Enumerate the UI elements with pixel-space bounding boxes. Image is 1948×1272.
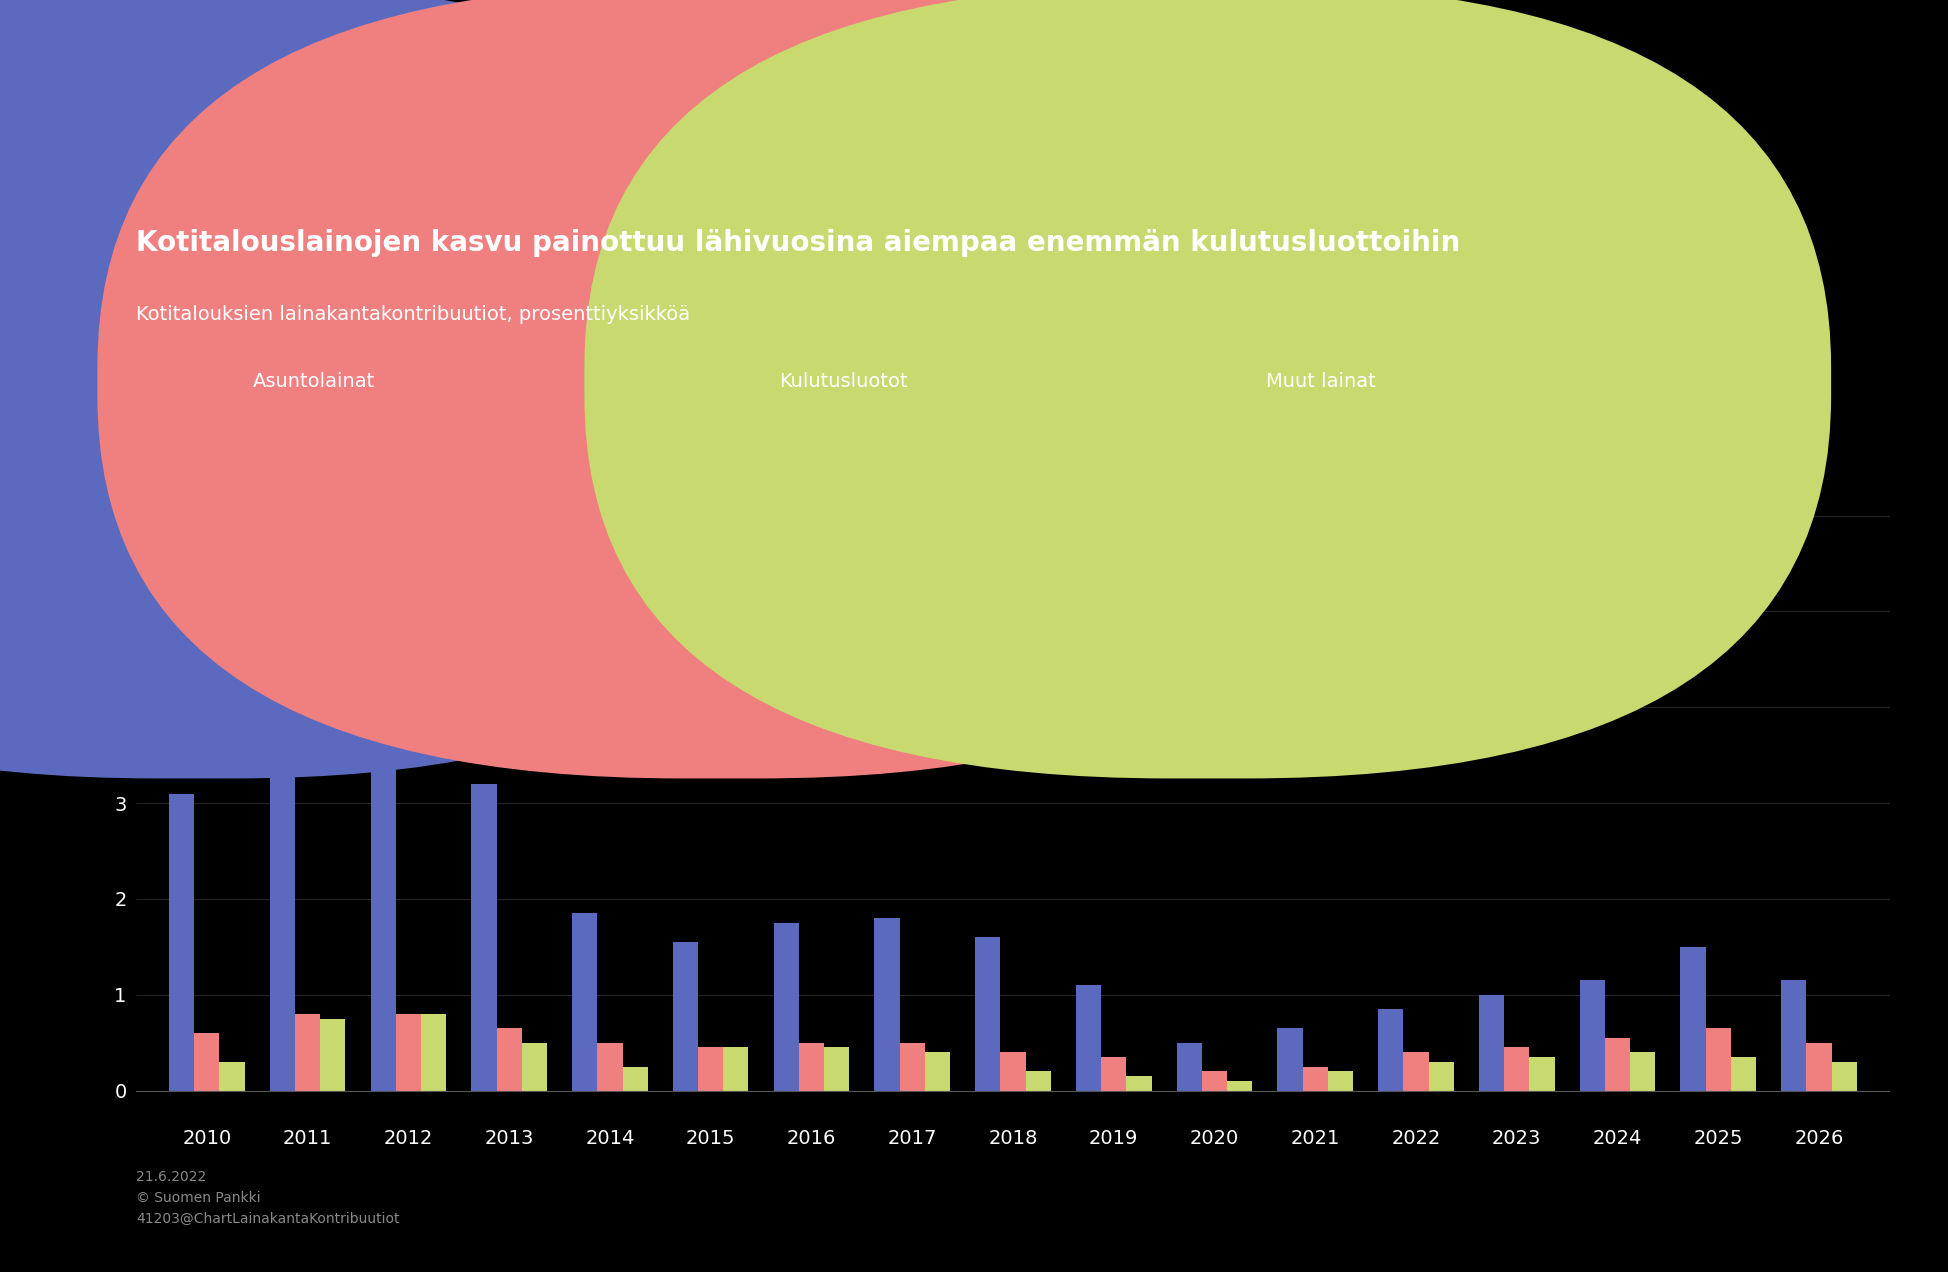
Bar [723, 1047, 748, 1090]
Bar [1227, 1081, 1253, 1090]
Bar [421, 1014, 446, 1090]
Bar [925, 1052, 951, 1090]
Text: Kotitalouksien lainakantakontribuutiot, prosenttiyksikköä: Kotitalouksien lainakantakontribuutiot, … [136, 305, 690, 324]
Bar [1630, 1052, 1656, 1090]
Bar [1075, 986, 1101, 1090]
Bar [1504, 1047, 1529, 1090]
Bar [1732, 1057, 1755, 1090]
Bar [773, 923, 799, 1090]
Bar [195, 1033, 220, 1090]
Bar [672, 943, 697, 1090]
Bar [271, 688, 294, 1090]
Bar [1001, 1052, 1025, 1090]
Bar [1479, 995, 1504, 1090]
Bar [1278, 1028, 1303, 1090]
Text: 21.6.2022
© Suomen Pankki
41203@ChartLainakantaKontribuutiot: 21.6.2022 © Suomen Pankki 41203@ChartLai… [136, 1170, 399, 1225]
Text: Muut lainat: Muut lainat [1266, 373, 1375, 391]
Bar [169, 794, 195, 1090]
Bar [976, 937, 1001, 1090]
Bar [1580, 981, 1605, 1090]
Bar [1428, 1062, 1453, 1090]
Bar [1831, 1062, 1856, 1090]
Bar [900, 1043, 925, 1090]
Bar [1780, 981, 1806, 1090]
Bar [294, 1014, 319, 1090]
Bar [697, 1047, 723, 1090]
Bar [1101, 1057, 1126, 1090]
Bar [799, 1043, 824, 1090]
Bar [1379, 1009, 1403, 1090]
Bar [598, 1043, 623, 1090]
Bar [395, 1014, 421, 1090]
Text: Asuntolainat: Asuntolainat [253, 373, 376, 391]
Bar [220, 1062, 245, 1090]
Bar [471, 784, 497, 1090]
Bar [1605, 1038, 1630, 1090]
Bar [1303, 1067, 1329, 1090]
Bar [1202, 1071, 1227, 1090]
Bar [319, 1019, 345, 1090]
Bar [1681, 946, 1706, 1090]
Bar [1529, 1057, 1555, 1090]
Bar [370, 631, 395, 1090]
Bar [1025, 1071, 1050, 1090]
Bar [1403, 1052, 1428, 1090]
Bar [522, 1043, 547, 1090]
Bar [1706, 1028, 1732, 1090]
Bar [497, 1028, 522, 1090]
Text: Kotitalouslainojen kasvu painottuu lähivuosina aiempaa enemmän kulutusluottoihin: Kotitalouslainojen kasvu painottuu lähiv… [136, 229, 1461, 257]
Bar [1126, 1076, 1151, 1090]
Bar [875, 918, 900, 1090]
Bar [824, 1047, 849, 1090]
Text: Kulutusluotot: Kulutusluotot [779, 373, 908, 391]
Bar [1177, 1043, 1202, 1090]
Bar [1329, 1071, 1354, 1090]
Bar [1806, 1043, 1831, 1090]
Bar [623, 1067, 649, 1090]
Bar [573, 913, 598, 1090]
